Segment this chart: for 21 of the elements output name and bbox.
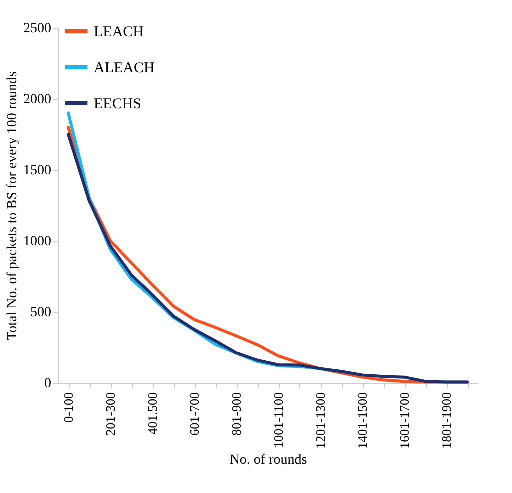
x-tick-label: 1801-1900 xyxy=(439,392,454,449)
x-tick-label: 1601-1700 xyxy=(397,392,412,449)
y-tick-label: 0 xyxy=(44,376,52,392)
legend-label: EECHS xyxy=(94,96,142,112)
x-tick-label: 401.500 xyxy=(145,392,160,435)
legend-label: ALEACH xyxy=(94,60,155,76)
y-tick-label: 1000 xyxy=(24,234,52,250)
x-tick-label: 1401-1500 xyxy=(355,392,370,449)
y-tick-label: 2500 xyxy=(24,22,52,36)
x-tick-label: 0-100 xyxy=(61,392,76,423)
legend-label: LEACH xyxy=(94,24,144,40)
y-tick-label: 1500 xyxy=(24,164,52,178)
y-tick-label: 500 xyxy=(30,306,52,320)
x-tick-label: 1201-1300 xyxy=(313,392,328,449)
x-axis-title: No. of rounds xyxy=(230,452,308,468)
y-tick-label: 2000 xyxy=(24,92,52,108)
x-tick-label: 801-900 xyxy=(229,392,244,436)
x-tick-label: 201-300 xyxy=(103,392,118,436)
x-tick-label: 1001-1100 xyxy=(271,392,286,448)
x-tick-label: 601-700 xyxy=(187,392,202,436)
y-axis-title: Total No. of packets to BS for every 100 rounds xyxy=(6,72,20,340)
